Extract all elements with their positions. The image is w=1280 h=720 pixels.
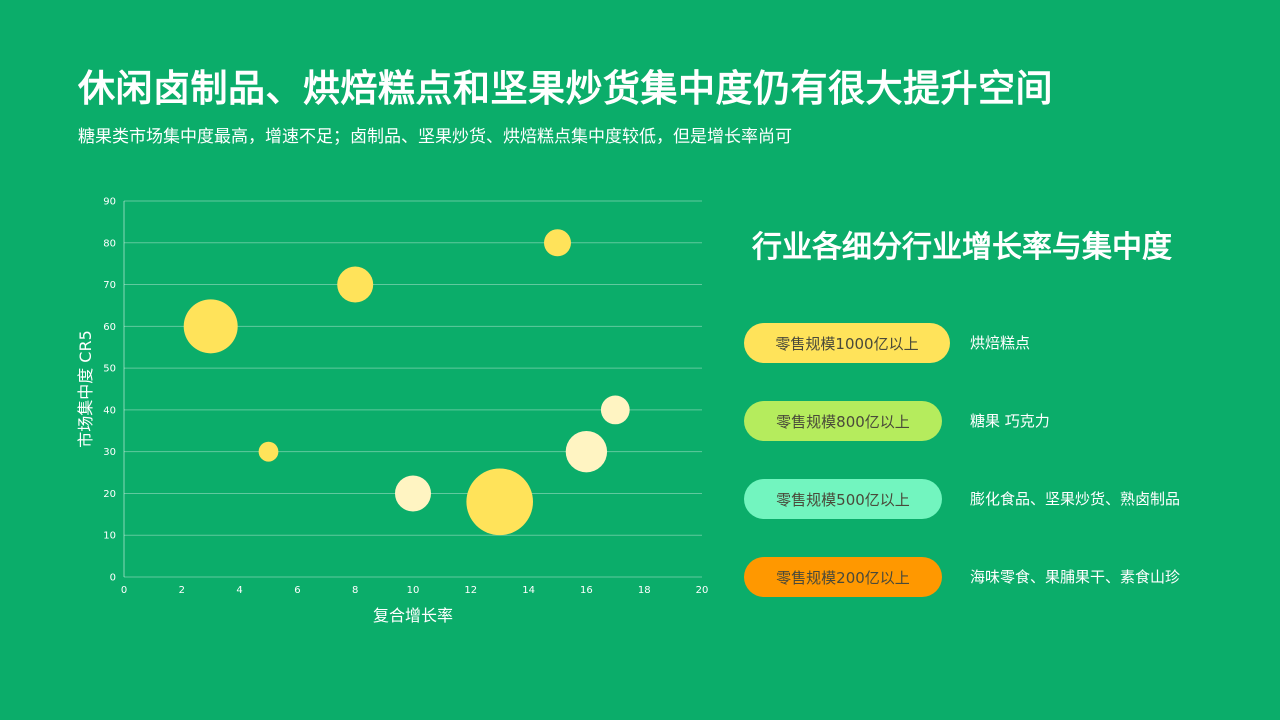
bubble-point: [466, 468, 533, 536]
x-tick-label: 16: [580, 585, 593, 596]
x-tick-label: 12: [464, 585, 477, 596]
legend-item-500: 零售规模500亿以上: [744, 479, 942, 519]
y-tick-label: 60: [103, 322, 116, 333]
y-tick-label: 0: [110, 573, 116, 584]
bubble-point: [544, 229, 571, 257]
bubble-chart: 0 10 20 30 40 50 60 70 80 90 0 2 4 6 8 10 12 14 16 18 20 复合增长…: [76, 197, 709, 626]
y-tick-label: 50: [103, 364, 116, 375]
legend-item-1000: 零售规模1000亿以上: [744, 323, 950, 363]
x-axis-label: 复合增长率: [373, 606, 453, 625]
legend-categories-800: 糖果 巧克力: [970, 412, 1050, 430]
x-tick-label: 2: [179, 585, 185, 596]
x-tick-label: 0: [121, 585, 127, 596]
x-tick-label: 8: [352, 585, 358, 596]
y-tick-label: 80: [103, 238, 116, 249]
y-tick-label: 40: [103, 405, 116, 416]
legend-item-200: 零售规模200亿以上: [744, 557, 942, 597]
legend-pill-500: 零售规模500亿以上: [744, 479, 942, 519]
x-tick-label: 4: [236, 585, 242, 596]
page-title: 休闲卤制品、烘焙糕点和坚果炒货集中度仍有很大提升空间: [78, 67, 1053, 110]
bubble-point: [600, 395, 630, 425]
bubble-point: [183, 299, 238, 354]
y-tick-label: 70: [103, 280, 116, 291]
legend-pill-1000: 零售规模1000亿以上: [744, 323, 950, 363]
legend-item-800: 零售规模800亿以上: [744, 401, 942, 441]
y-tick-label: 90: [103, 197, 116, 208]
x-tick-label: 20: [696, 585, 709, 596]
page-subtitle: 糖果类市场集中度最高，增速不足；卤制品、坚果炒货、烘焙糕点集中度较低，但是增长率…: [78, 127, 792, 147]
bubble-point: [258, 441, 279, 462]
legend-categories-1000: 烘焙糕点: [970, 334, 1031, 352]
x-tick-label: 6: [294, 585, 300, 596]
y-axis-label: 市场集中度 CR5: [76, 330, 95, 448]
x-tick-label: 18: [638, 585, 651, 596]
bubble-point: [337, 266, 374, 303]
y-tick-label: 10: [103, 531, 116, 542]
bubble-point: [565, 430, 608, 473]
bubble-point: [395, 475, 431, 512]
legend-categories-200: 海味零食、果脯果干、素食山珍: [970, 568, 1181, 586]
y-tick-label: 30: [103, 447, 116, 458]
x-tick-label: 10: [407, 585, 420, 596]
legend-pill-200: 零售规模200亿以上: [744, 557, 942, 597]
x-tick-label: 14: [522, 585, 535, 596]
y-tick-label: 20: [103, 489, 116, 500]
legend-pill-800: 零售规模800亿以上: [744, 401, 942, 441]
legend-title: 行业各细分行业增长率与集中度: [752, 230, 1172, 265]
legend-categories-500: 膨化食品、坚果炒货、熟卤制品: [970, 490, 1181, 508]
